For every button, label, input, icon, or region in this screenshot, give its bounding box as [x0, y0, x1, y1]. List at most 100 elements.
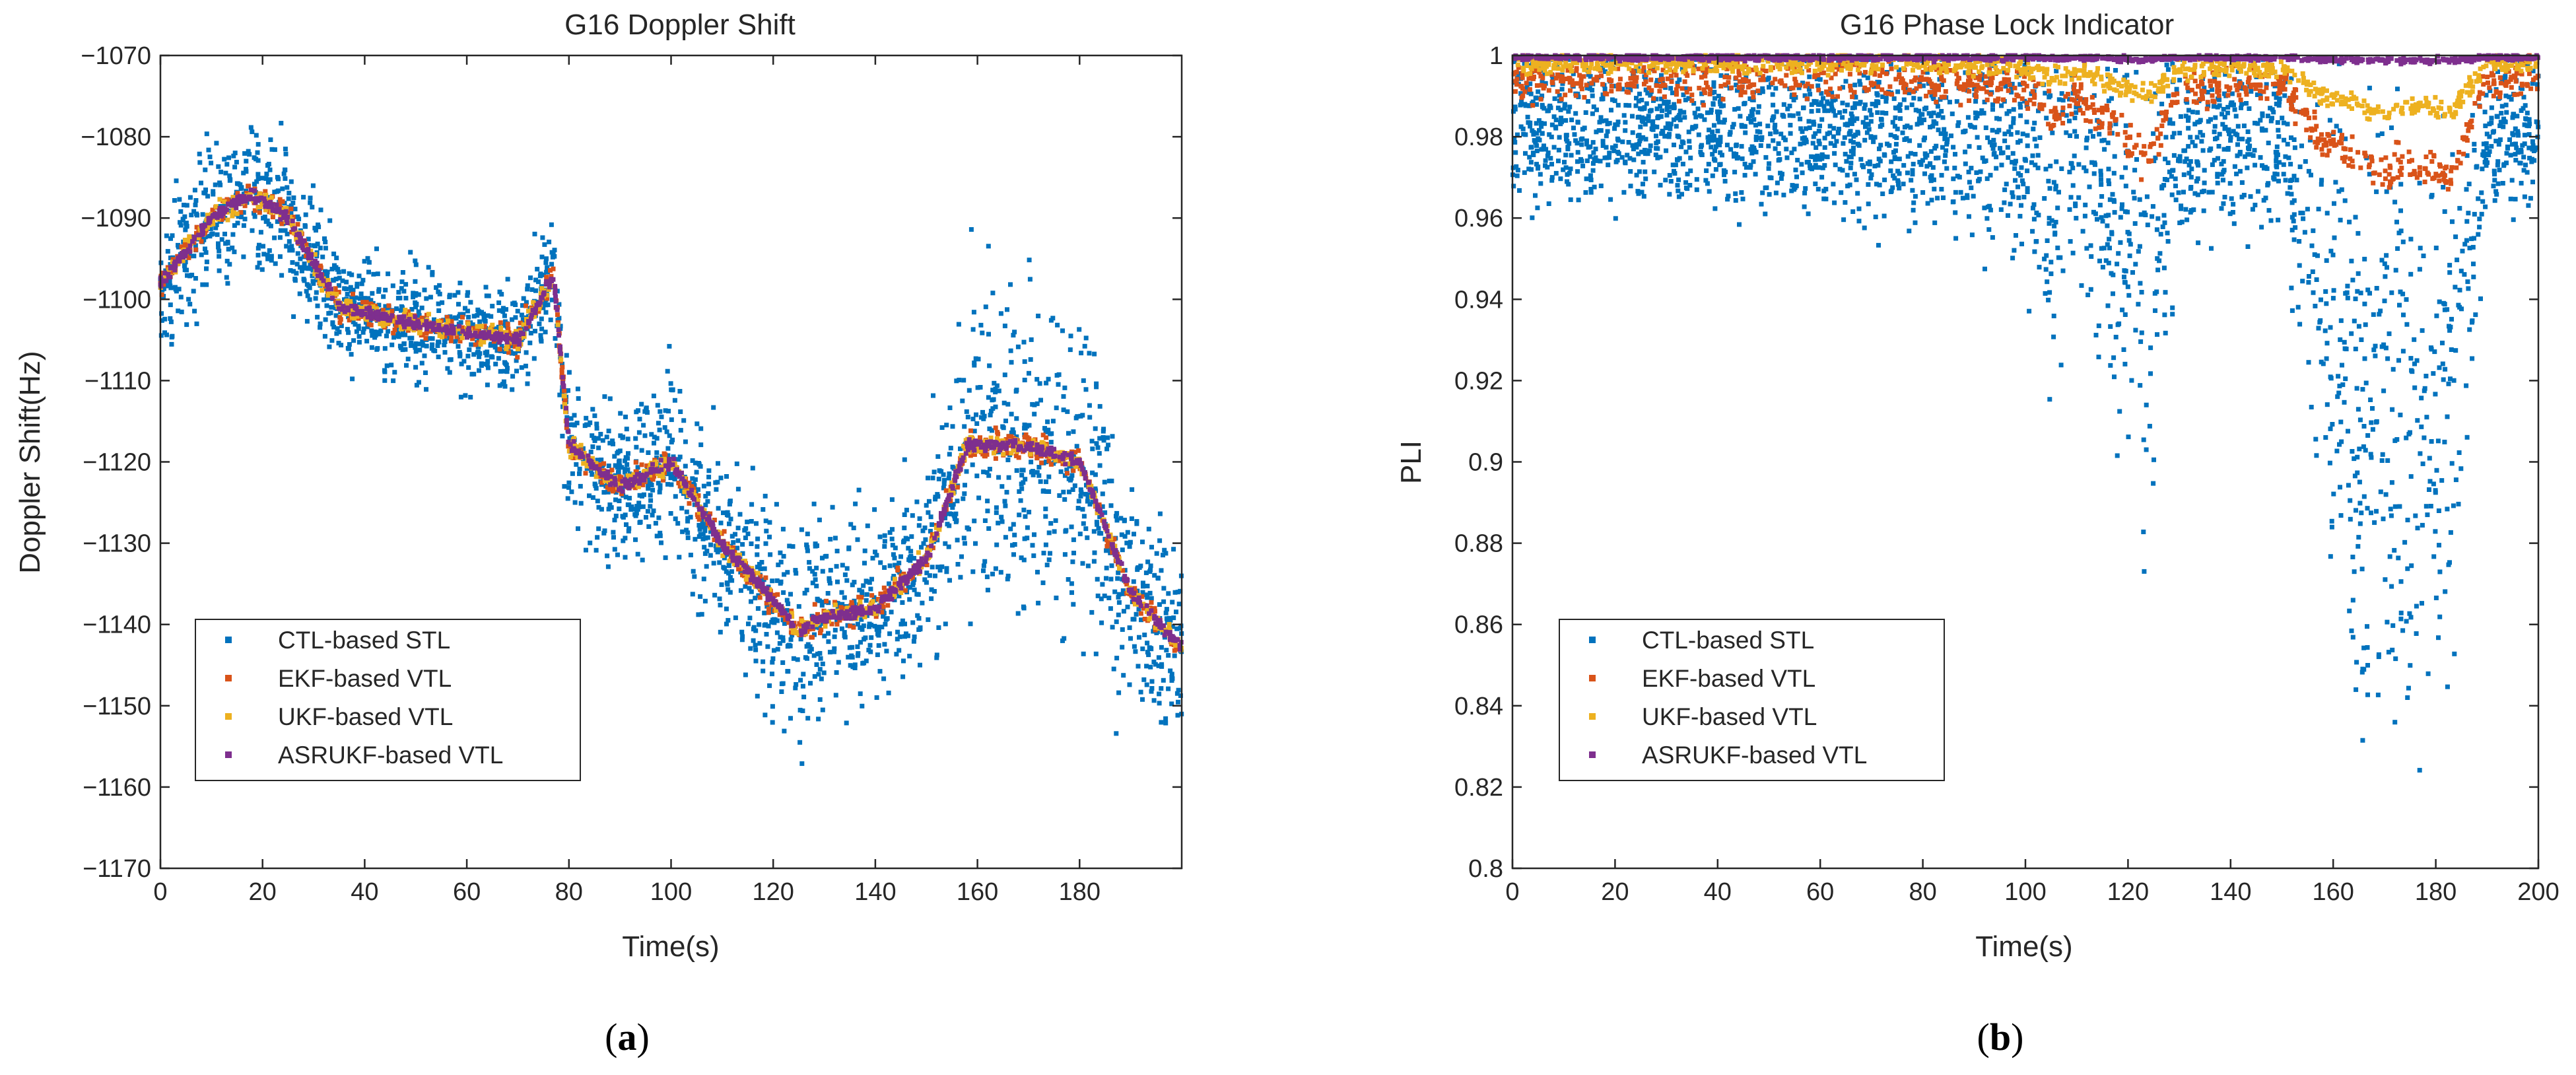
point-a-ctl: [316, 225, 322, 230]
point-a-ctl: [1054, 405, 1059, 411]
point-a-ukf: [832, 602, 838, 607]
point-a-ctl: [702, 598, 708, 604]
point-a-ctl: [816, 716, 821, 722]
point-a-ctl: [980, 330, 985, 335]
point-a-ctl: [306, 266, 311, 271]
point-a-ctl: [599, 457, 604, 462]
point-a-ctl: [713, 480, 718, 485]
point-a-ukf: [1028, 452, 1033, 457]
point-a-ctl: [295, 251, 300, 256]
point-a-ekf: [364, 300, 369, 305]
point-a-ctl: [1159, 568, 1164, 573]
point-a-ctl: [476, 309, 481, 314]
point-a-ukf: [627, 473, 632, 479]
point-a-ctl: [448, 314, 453, 320]
point-a-ctl: [1147, 569, 1153, 574]
point-a-asrukf: [955, 468, 961, 473]
point-a-ctl: [408, 250, 413, 255]
point-a-ukf: [1145, 606, 1151, 611]
point-a-ctl: [607, 440, 613, 446]
point-a-ekf: [1142, 617, 1147, 621]
point-a-ctl: [412, 343, 417, 348]
point-a-ekf: [562, 388, 567, 394]
point-a-asrukf: [957, 461, 963, 466]
point-a-ukf: [1001, 452, 1006, 457]
point-a-ctl: [704, 548, 710, 553]
point-a-ukf: [164, 275, 169, 280]
point-a-ctl: [502, 368, 507, 374]
point-a-ctl: [485, 365, 491, 370]
point-a-ctl: [1116, 570, 1121, 575]
point-a-ekf: [930, 532, 935, 537]
point-a-ukf: [1117, 564, 1122, 569]
point-a-ukf: [263, 192, 269, 197]
point-a-ctl: [835, 601, 840, 606]
point-a-ctl: [469, 372, 475, 377]
point-a-ekf: [797, 621, 802, 626]
point-a-ctl: [873, 598, 878, 603]
point-a-ekf: [696, 493, 701, 499]
point-a-ctl: [203, 246, 207, 252]
point-a-ctl: [785, 669, 790, 674]
point-a-ukf: [669, 466, 675, 471]
point-a-ctl: [1127, 682, 1132, 687]
point-a-ukf: [205, 213, 211, 218]
point-a-ctl: [465, 353, 471, 359]
point-a-ctl: [735, 487, 741, 492]
point-a-ctl: [247, 152, 252, 157]
point-a-ctl: [878, 560, 883, 565]
point-a-ekf: [224, 197, 230, 202]
point-a-ctl: [862, 561, 867, 566]
point-a-ctl: [827, 580, 832, 586]
point-a-ctl: [1022, 359, 1027, 364]
point-a-ctl: [1000, 484, 1005, 489]
point-a-ctl: [252, 155, 257, 160]
point-a-ctl: [648, 504, 653, 509]
point-a-ctl: [699, 611, 704, 617]
point-a-ctl: [716, 461, 720, 466]
point-a-ctl: [1087, 502, 1093, 507]
point-a-ctl: [611, 530, 616, 535]
point-a-ukf: [574, 444, 579, 449]
point-a-ctl: [255, 150, 260, 155]
point-a-ctl: [227, 178, 232, 183]
point-a-ctl: [832, 536, 838, 541]
point-a-ekf: [873, 614, 879, 619]
point-a-ctl: [673, 516, 678, 522]
point-a-ekf: [859, 595, 864, 600]
point-a-ctl: [183, 260, 188, 265]
point-a-ctl: [700, 521, 705, 526]
point-a-ekf: [764, 600, 769, 606]
point-a-ctl: [191, 254, 197, 259]
point-a-ekf: [996, 431, 1001, 436]
point-a-ctl: [1095, 445, 1101, 450]
point-a-asrukf: [1093, 499, 1098, 503]
point-a-ukf: [789, 611, 794, 616]
point-a-ctl: [1069, 581, 1074, 586]
point-a-ctl: [780, 635, 786, 641]
point-a-ctl: [617, 506, 622, 512]
point-a-asrukf: [516, 333, 522, 338]
point-a-ekf: [597, 462, 602, 468]
point-a-ekf: [772, 593, 777, 598]
point-a-ekf: [524, 303, 528, 308]
point-a-ctl: [421, 343, 426, 348]
point-a-ukf: [948, 488, 953, 493]
point-a-ctl: [712, 592, 718, 598]
point-a-ctl: [708, 542, 713, 547]
point-a-ctl: [1106, 478, 1112, 483]
point-a-ctl: [165, 283, 170, 289]
point-a-ctl: [931, 393, 935, 398]
point-a-ctl: [1034, 401, 1040, 406]
point-a-ctl: [1025, 525, 1030, 530]
point-a-ctl: [1104, 446, 1110, 452]
point-a-asrukf: [941, 512, 947, 517]
point-a-ukf: [1017, 441, 1022, 446]
point-a-ctl: [660, 454, 665, 459]
point-a-asrukf: [463, 331, 468, 336]
point-a-ctl: [933, 497, 938, 502]
point-a-ctl: [804, 542, 809, 547]
point-a-ukf: [894, 584, 899, 590]
point-a-ctl: [819, 603, 825, 608]
point-a-ctl: [345, 292, 350, 296]
